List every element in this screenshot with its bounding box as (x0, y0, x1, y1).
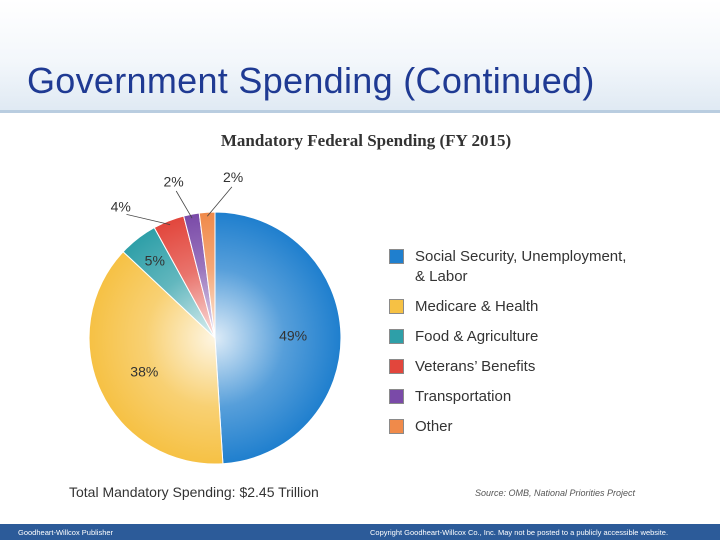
slice-label: 5% (145, 252, 165, 268)
slice-label: 38% (130, 363, 158, 379)
legend-swatch (389, 419, 404, 434)
pie-slice (214, 211, 342, 465)
leader-line (175, 190, 193, 219)
legend-label: Social Security, Unemployment, & Labor (415, 248, 627, 285)
slice-label: 4% (111, 198, 131, 214)
legend-swatch (389, 299, 404, 314)
legend-item: Social Security, Unemployment, & Labor (389, 247, 679, 297)
legend-label: Other (415, 418, 453, 435)
footer-publisher: Goodheart-Willcox Publisher (18, 528, 114, 537)
legend-swatch (389, 389, 404, 404)
legend-label: Veterans’ Benefits (415, 358, 536, 375)
slide-header (0, 0, 720, 112)
leader-line (126, 214, 171, 225)
legend-item: Medicare & Health (389, 297, 679, 327)
legend: Social Security, Unemployment, & Labor M… (389, 247, 679, 447)
header-divider (0, 110, 720, 113)
legend-label: Food & Agriculture (415, 328, 539, 345)
chart-title: Mandatory Federal Spending (FY 2015) (220, 131, 512, 150)
slice-label: 49% (279, 328, 307, 344)
legend-label: Medicare & Health (415, 298, 539, 315)
source-note: Source: OMB, National Priorities Project (475, 488, 636, 498)
legend-swatch (389, 249, 404, 264)
footer-bar: Goodheart-Willcox Publisher Copyright Go… (0, 524, 720, 540)
legend-swatch (389, 359, 404, 374)
legend-swatch (389, 329, 404, 344)
legend-item: Other (389, 417, 679, 447)
legend-label: Transportation (415, 388, 512, 405)
slide-title: Government Spending (Continued) (27, 60, 595, 101)
slice-label: 2% (163, 173, 183, 189)
legend-item: Food & Agriculture (389, 327, 679, 357)
total-spending-label: Total Mandatory Spending: $2.45 Trillion (69, 484, 319, 500)
legend-item: Veterans’ Benefits (389, 357, 679, 387)
footer-copyright: Copyright Goodheart-Willcox Co., Inc. Ma… (370, 528, 669, 537)
slice-label: 2% (223, 169, 243, 185)
leader-line (206, 186, 233, 217)
legend-item: Transportation (389, 387, 679, 417)
